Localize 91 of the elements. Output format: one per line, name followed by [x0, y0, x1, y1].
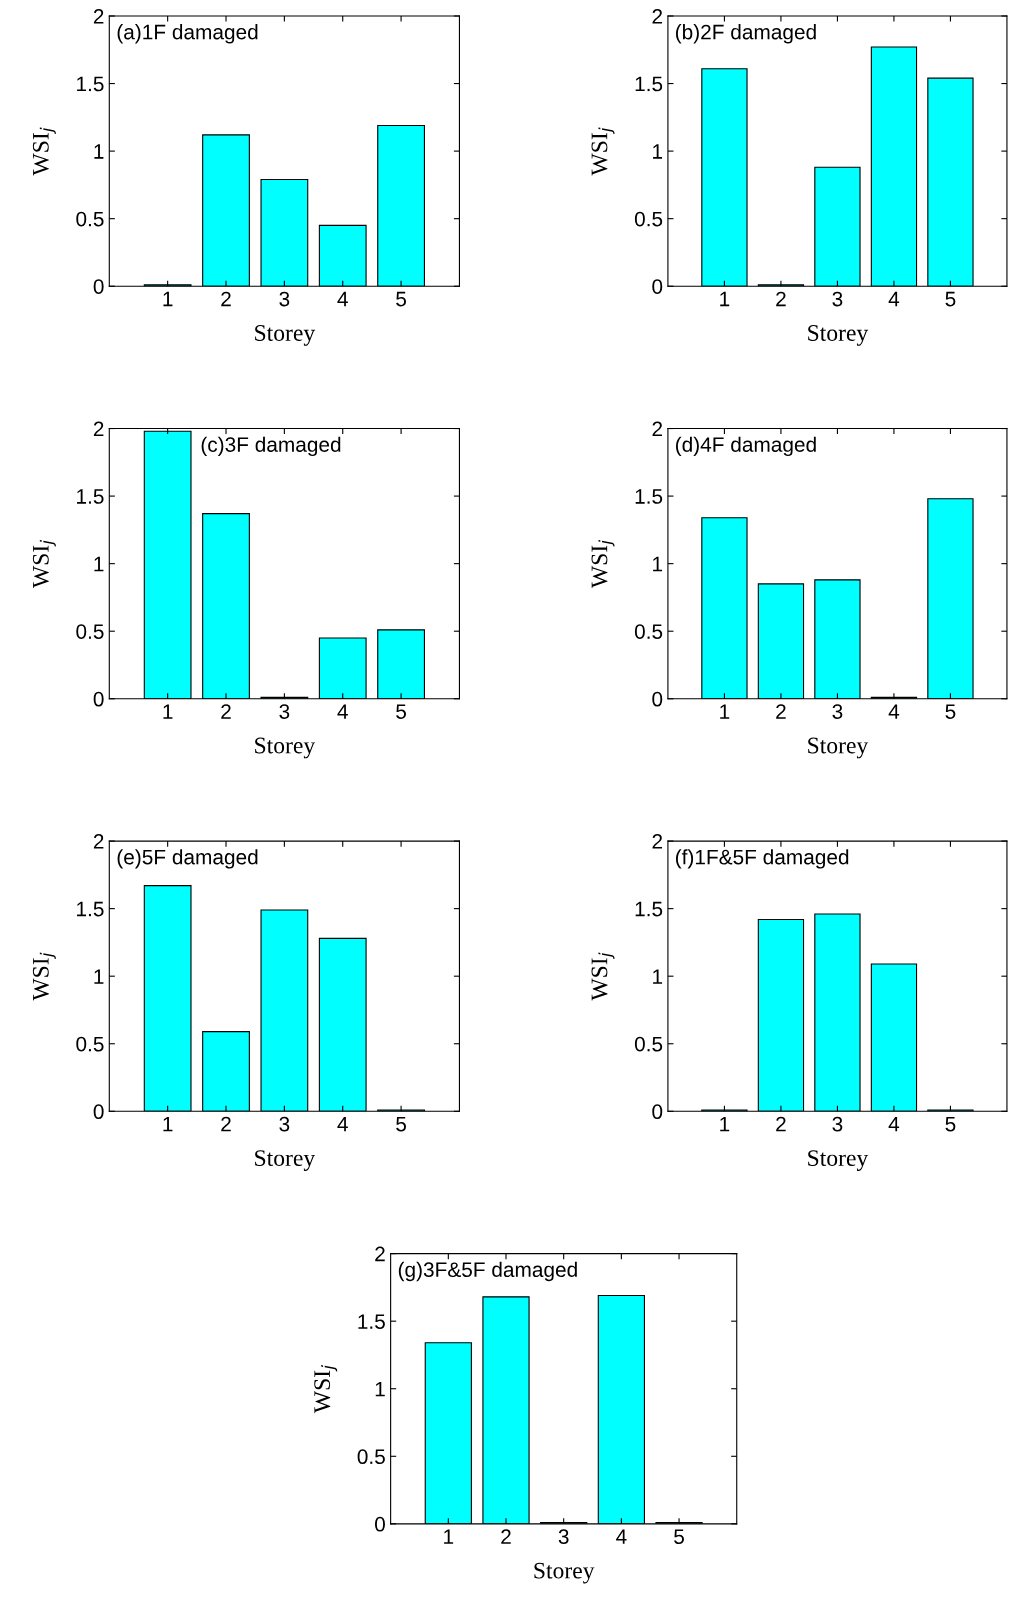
x-tick-label: 4	[888, 704, 900, 719]
x-tick-label: 5	[945, 704, 956, 719]
y-tick-label: 1.5	[635, 489, 663, 504]
y-axis-title: WSI$_{j}$	[591, 127, 615, 176]
x-tick-label: 2	[221, 291, 231, 307]
x-tick-label: 4	[337, 291, 348, 307]
y-tick-label: 1	[653, 969, 663, 984]
x-tick-label: 1	[720, 1116, 730, 1132]
y-tick-label: 0	[652, 1104, 663, 1120]
x-tick-label: 2	[776, 291, 786, 307]
x-tick-label: 4	[888, 291, 900, 307]
x-tick-label: 1	[720, 291, 730, 307]
x-axis-title: Storey	[255, 737, 316, 759]
annotation: (d)4F damaged	[675, 436, 816, 457]
x-tick-label: 5	[396, 291, 407, 307]
y-tick-label: 1	[94, 556, 104, 572]
annotation: (a)1F damaged	[117, 24, 258, 44]
x-axis-title: Storey	[255, 1150, 316, 1171]
annotation: (f)1F&5F damaged	[675, 849, 849, 869]
y-tick-label: 0	[93, 1104, 104, 1120]
x-tick-label: 2	[776, 704, 786, 719]
y-tick-label: 0	[93, 279, 104, 294]
x-tick-label: 1	[163, 291, 173, 307]
y-tick-label: 1.5	[635, 76, 663, 92]
x-tick-label: 1	[720, 704, 730, 719]
x-tick-label: 3	[832, 291, 843, 307]
annotation: (e)5F damaged	[117, 849, 258, 869]
x-axis-title: Storey	[808, 737, 869, 759]
y-tick-label: 1	[94, 969, 104, 984]
x-tick-label: 3	[832, 704, 843, 719]
y-tick-label: 0.5	[634, 211, 663, 227]
y-axis-title: WSI$_{j}$	[32, 952, 56, 1001]
x-tick-label: 3	[832, 1116, 843, 1132]
y-tick-label: 1	[94, 144, 104, 159]
x-axis-title: Storey	[808, 1150, 869, 1171]
x-tick-label: 5	[396, 704, 407, 719]
x-tick-label: 4	[337, 704, 348, 719]
y-tick-label: 1.5	[77, 901, 104, 917]
y-tick-label: 0.5	[76, 624, 104, 639]
x-tick-label: 2	[221, 1116, 231, 1132]
y-tick-label: 1.5	[77, 489, 104, 504]
y-tick-label: 0	[375, 1516, 385, 1532]
y-tick-label: 0.5	[357, 1449, 385, 1465]
y-tick-label: 1	[653, 556, 663, 572]
x-tick-label: 4	[888, 1116, 900, 1132]
y-tick-label: 1	[653, 144, 663, 159]
x-tick-label: 3	[279, 291, 290, 307]
x-tick-label: 3	[279, 1116, 290, 1132]
x-axis-title: Storey	[808, 325, 869, 346]
y-tick-label: 0.5	[76, 211, 104, 227]
x-axis-title: Storey	[255, 325, 316, 346]
x-tick-label: 4	[337, 1116, 348, 1132]
x-tick-label: 5	[674, 1529, 684, 1545]
y-axis-title: WSI$_{j}$	[314, 1365, 338, 1414]
y-tick-label: 0	[652, 279, 663, 294]
x-tick-label: 2	[221, 704, 231, 719]
y-axis-title: WSI$_{j}$	[591, 952, 615, 1001]
x-tick-label: 5	[945, 291, 956, 307]
y-tick-label: 0.5	[76, 1036, 104, 1052]
x-tick-label: 1	[163, 1116, 173, 1132]
x-tick-label: 3	[558, 1529, 569, 1545]
y-tick-label: 1	[375, 1381, 385, 1397]
x-tick-label: 1	[444, 1529, 454, 1544]
x-tick-label: 2	[776, 1116, 786, 1132]
y-tick-label: 2	[93, 8, 104, 24]
y-tick-label: 0	[93, 691, 104, 707]
y-tick-label: 2	[652, 834, 663, 849]
x-axis-title: Storey	[534, 1562, 595, 1584]
x-tick-label: 1	[163, 704, 173, 719]
y-tick-label: 1.5	[358, 1314, 385, 1329]
y-tick-label: 0.5	[634, 624, 663, 639]
y-tick-label: 2	[93, 834, 104, 849]
y-axis-title: WSI$_{j}$	[591, 540, 615, 589]
x-tick-label: 2	[501, 1529, 511, 1544]
x-tick-label: 4	[616, 1529, 627, 1544]
x-tick-label: 3	[279, 704, 290, 719]
y-tick-label: 1.5	[635, 901, 663, 917]
annotation: (c)3F damaged	[201, 436, 341, 457]
y-tick-label: 2	[652, 8, 663, 24]
y-tick-label: 1.5	[77, 76, 104, 92]
y-axis-title: WSI$_{j}$	[32, 540, 56, 589]
y-tick-label: 2	[375, 1246, 385, 1262]
annotation: (g)3F&5F damaged	[398, 1261, 577, 1282]
x-tick-label: 5	[945, 1116, 956, 1132]
y-tick-label: 2	[652, 421, 663, 437]
y-tick-label: 0.5	[634, 1036, 663, 1052]
x-tick-label: 5	[396, 1116, 407, 1132]
y-tick-label: 0	[652, 691, 663, 707]
y-tick-label: 2	[93, 421, 104, 437]
y-axis-title: WSI$_{j}$	[32, 127, 56, 176]
annotation: (b)2F damaged	[675, 24, 816, 44]
